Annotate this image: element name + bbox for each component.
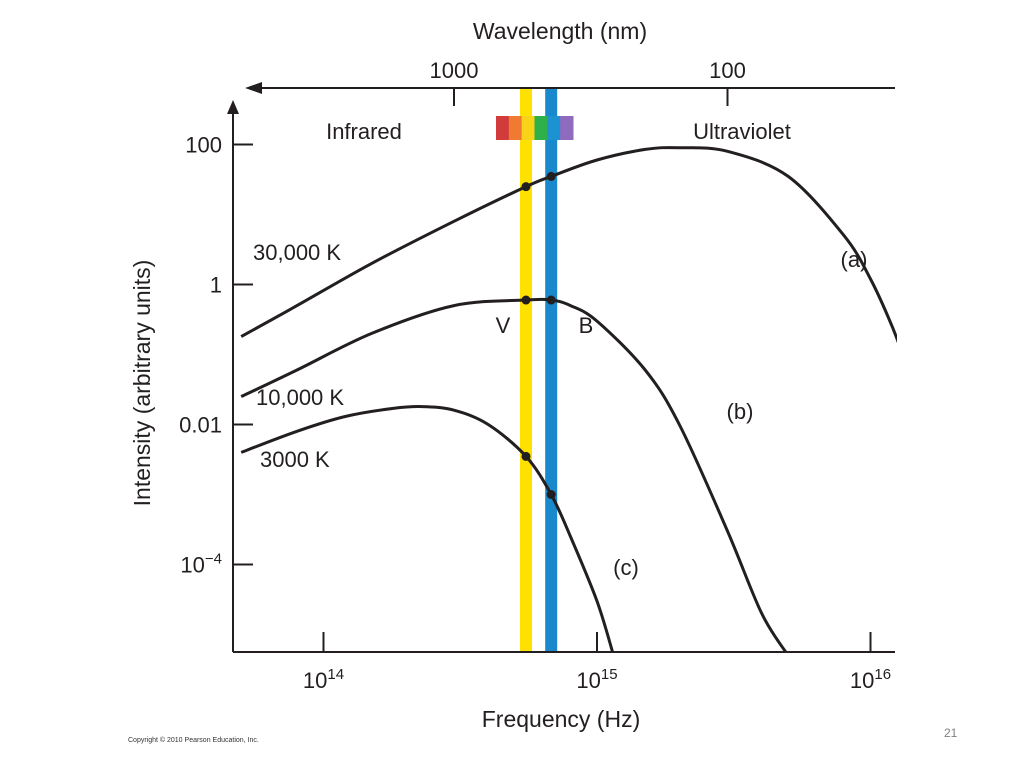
y-tick-label: 1 xyxy=(210,273,222,298)
y-axis-arrow xyxy=(227,100,239,114)
filter-label-v: V xyxy=(496,313,511,338)
visible-spectrum-swatch xyxy=(560,116,574,140)
visible-spectrum-swatch xyxy=(496,116,510,140)
visible-spectrum-swatch xyxy=(534,116,548,140)
series-tag-c: (c) xyxy=(613,555,639,580)
visible-spectrum-swatch xyxy=(547,116,561,140)
filter-point-b-v xyxy=(521,295,531,305)
filter-point-a-b xyxy=(546,171,556,181)
x-tick-label: 1015 xyxy=(576,666,617,693)
visible-spectrum-swatch xyxy=(521,116,535,140)
y-tick-label: 100 xyxy=(185,133,222,158)
series-curve-c xyxy=(240,405,615,652)
filter-point-b-b xyxy=(546,295,556,305)
infrared-label: Infrared xyxy=(326,119,402,144)
filter-label-b: B xyxy=(579,313,594,338)
series-name-b: 10,000 K xyxy=(256,385,344,410)
wavelength-tick-label: 1000 xyxy=(430,58,479,83)
y-tick-label: 10−4 xyxy=(180,551,222,578)
filter-point-c-v xyxy=(521,451,531,461)
filter-band-v xyxy=(519,88,532,652)
filter-point-a-v xyxy=(521,182,531,192)
slide-page-number: 21 xyxy=(944,726,958,740)
series-name-a: 30,000 K xyxy=(253,240,341,265)
series-curve-b xyxy=(240,297,788,652)
y-tick-label: 0.01 xyxy=(179,413,222,438)
wavelength-axis-arrow xyxy=(245,82,262,94)
visible-spectrum-swatch xyxy=(508,116,523,140)
wavelength-tick-label: 100 xyxy=(709,58,746,83)
wavelength-axis-title: Wavelength (nm) xyxy=(473,18,647,44)
x-tick-label: 1014 xyxy=(303,666,344,693)
x-tick-label: 1016 xyxy=(850,666,891,693)
filter-point-c-b xyxy=(546,490,556,499)
series-curve-a xyxy=(240,146,897,344)
intensity-axis-title: Intensity (arbitrary units) xyxy=(129,260,155,507)
filter-band-b xyxy=(545,88,558,652)
series-tag-a: (a) xyxy=(841,247,868,272)
frequency-axis-title: Frequency (Hz) xyxy=(482,706,640,732)
series-tag-b: (b) xyxy=(727,399,754,424)
copyright-notice: Copyright © 2010 Pearson Education, Inc. xyxy=(128,737,259,744)
series-name-c: 3000 K xyxy=(260,447,330,472)
ultraviolet-label: Ultraviolet xyxy=(693,119,791,144)
